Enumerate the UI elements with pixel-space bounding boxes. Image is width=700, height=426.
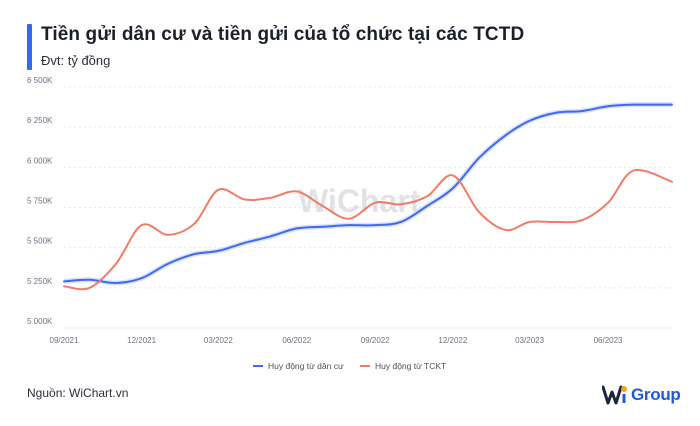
series-line-resident [63, 103, 673, 285]
y-tick-label: 5 250K [27, 277, 53, 286]
chart-unit: Đvt: tỷ đồng [41, 53, 111, 68]
x-tick-label: 09/2021 [50, 336, 79, 345]
wigroup-logo-icon [602, 385, 627, 405]
title-accent-bar [27, 24, 32, 70]
x-tick-label: 06/2023 [594, 336, 623, 345]
x-tick-label: 03/2022 [204, 336, 233, 345]
x-axis-ticks: 09/2021 12/2021 03/2022 06/2022 09/2022 12/20… [50, 336, 624, 345]
y-tick-label: 6 000K [27, 156, 53, 165]
x-tick-label: 06/2022 [282, 336, 311, 345]
y-tick-label: 5 750K [27, 197, 53, 206]
source-note: Nguồn: WiChart.vn [27, 386, 129, 400]
y-tick-label: 6 250K [27, 116, 53, 125]
y-tick-label: 5 000K [27, 317, 53, 326]
chart-title: Tiền gửi dân cư và tiền gửi của tổ chức … [41, 24, 525, 45]
brand-logo: Group [602, 384, 681, 406]
y-axis-ticks: 5 000K 5 250K 5 500K 5 750K 6 000K 6 250K 6 50… [27, 76, 53, 326]
grid-lines [64, 86, 672, 329]
legend-label: Huy động từ TCKT [375, 361, 446, 371]
x-tick-label: 09/2022 [361, 336, 390, 345]
series-lines [63, 102, 673, 291]
x-tick-label: 03/2023 [515, 336, 544, 345]
legend: Huy động từ dân cư Huy động từ TCKT [253, 361, 446, 371]
y-tick-label: 5 500K [27, 237, 53, 246]
legend-label: Huy động từ dân cư [268, 361, 344, 371]
y-tick-label: 6 500K [27, 76, 53, 85]
series-line-org [63, 168, 673, 291]
x-tick-label: 12/2021 [127, 336, 156, 345]
x-tick-label: 12/2022 [438, 336, 467, 345]
brand-text: Group [631, 385, 681, 404]
